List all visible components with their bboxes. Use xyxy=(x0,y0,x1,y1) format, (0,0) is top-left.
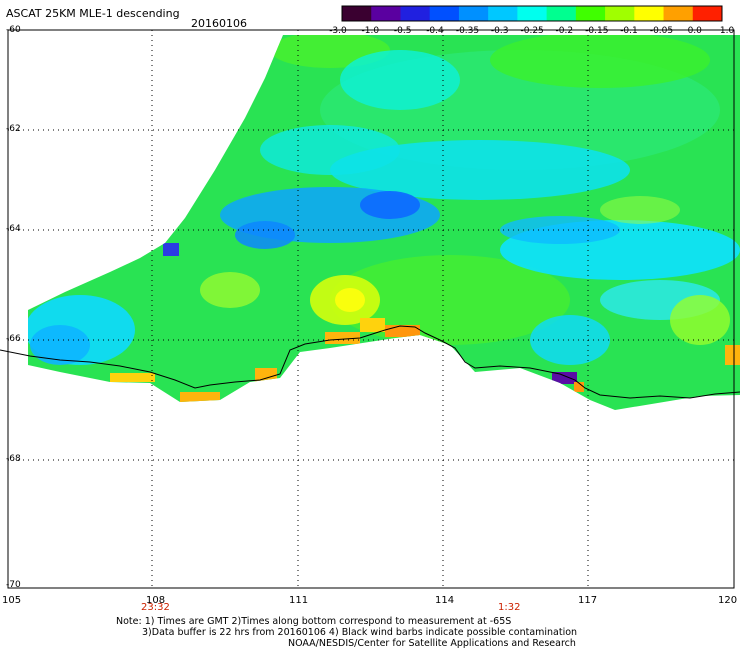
colorbar-label: -0.35 xyxy=(455,26,480,36)
lon-label: 120 xyxy=(718,595,738,606)
colorbar-label: 0.0 xyxy=(687,26,702,36)
lat-label: -62 xyxy=(6,124,21,134)
product-date: 20160106 xyxy=(191,17,247,30)
lat-label: -70 xyxy=(6,580,21,590)
product-title: ASCAT 25KM MLE-1 descending xyxy=(6,7,180,20)
colorbar-label: -0.2 xyxy=(555,26,574,36)
colorbar-swatch xyxy=(546,6,577,21)
lat-label: -64 xyxy=(6,224,21,234)
colorbar-frame xyxy=(341,5,723,22)
colorbar-swatch xyxy=(663,6,694,21)
lon-label: 117 xyxy=(578,595,598,606)
lon-label: 105 xyxy=(2,595,22,606)
colorbar-label: -0.5 xyxy=(393,26,412,36)
lon-label: 111 xyxy=(289,595,309,606)
lon-label: 108 xyxy=(146,595,166,606)
colorbar-label: -1.0 xyxy=(361,26,380,36)
graticule xyxy=(8,30,734,588)
note-line-1: Note: 1) Times are GMT 2)Times along bot… xyxy=(116,616,512,627)
colorbar-swatch xyxy=(605,6,635,21)
colorbar xyxy=(341,5,723,22)
colorbar-swatch xyxy=(517,6,548,21)
colorbar-label: -0.25 xyxy=(520,26,544,36)
lat-label: -66 xyxy=(6,334,21,344)
colorbar-swatch xyxy=(634,6,665,21)
colorbar-swatch xyxy=(458,6,489,21)
lat-label: -68 xyxy=(6,454,21,464)
map-frame xyxy=(7,29,735,589)
colorbar-label: -0.15 xyxy=(585,26,609,36)
colorbar-swatch xyxy=(400,6,431,21)
colorbar-label: -0.05 xyxy=(649,26,674,36)
colorbar-swatch xyxy=(692,6,723,21)
colorbar-label: -0.3 xyxy=(490,26,509,36)
coastline xyxy=(0,325,740,399)
pass-time: 1:32 xyxy=(498,602,521,613)
colorbar-label: -3.0 xyxy=(329,26,347,36)
colorbar-label: 1.0 xyxy=(719,26,735,36)
lat-label: -60 xyxy=(6,25,21,35)
colorbar-swatch xyxy=(575,6,606,21)
colorbar-swatch xyxy=(429,6,460,21)
colorbar-swatch xyxy=(342,6,372,21)
colorbar-swatch xyxy=(488,6,518,21)
colorbar-label: -0.4 xyxy=(426,26,444,36)
note-line-3: NOAA/NESDIS/Center for Satellite Applica… xyxy=(288,638,576,649)
colorbar-swatch xyxy=(371,6,401,21)
pass-time: 23:32 xyxy=(141,602,170,613)
note-line-2: 3)Data buffer is 22 hrs from 20160106 4)… xyxy=(142,627,578,638)
colorbar-label: -0.1 xyxy=(620,26,638,36)
lon-label: 114 xyxy=(435,595,455,606)
